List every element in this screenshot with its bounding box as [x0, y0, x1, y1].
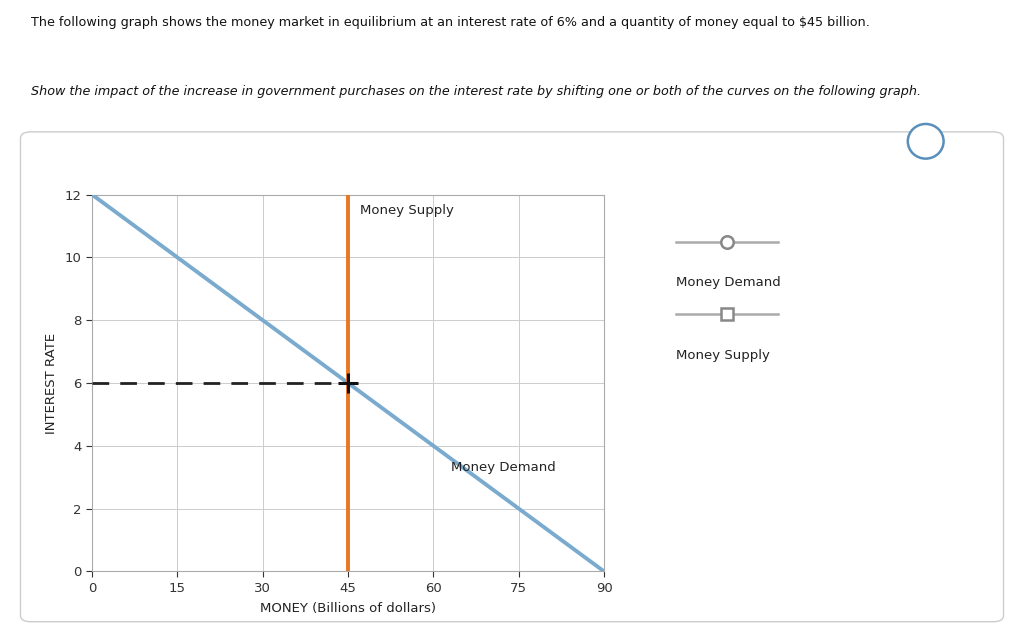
Text: The following graph shows the money market in equilibrium at an interest rate of: The following graph shows the money mark…: [31, 16, 869, 29]
Text: ?: ?: [922, 133, 930, 151]
Y-axis label: INTEREST RATE: INTEREST RATE: [45, 332, 57, 434]
Text: Show the impact of the increase in government purchases on the interest rate by : Show the impact of the increase in gover…: [31, 85, 921, 98]
Text: Money Supply: Money Supply: [676, 349, 770, 362]
Circle shape: [908, 124, 943, 159]
Text: Money Demand: Money Demand: [676, 276, 780, 290]
Text: Money Supply: Money Supply: [359, 203, 454, 217]
Text: Money Demand: Money Demand: [451, 461, 555, 474]
X-axis label: MONEY (Billions of dollars): MONEY (Billions of dollars): [260, 602, 436, 615]
